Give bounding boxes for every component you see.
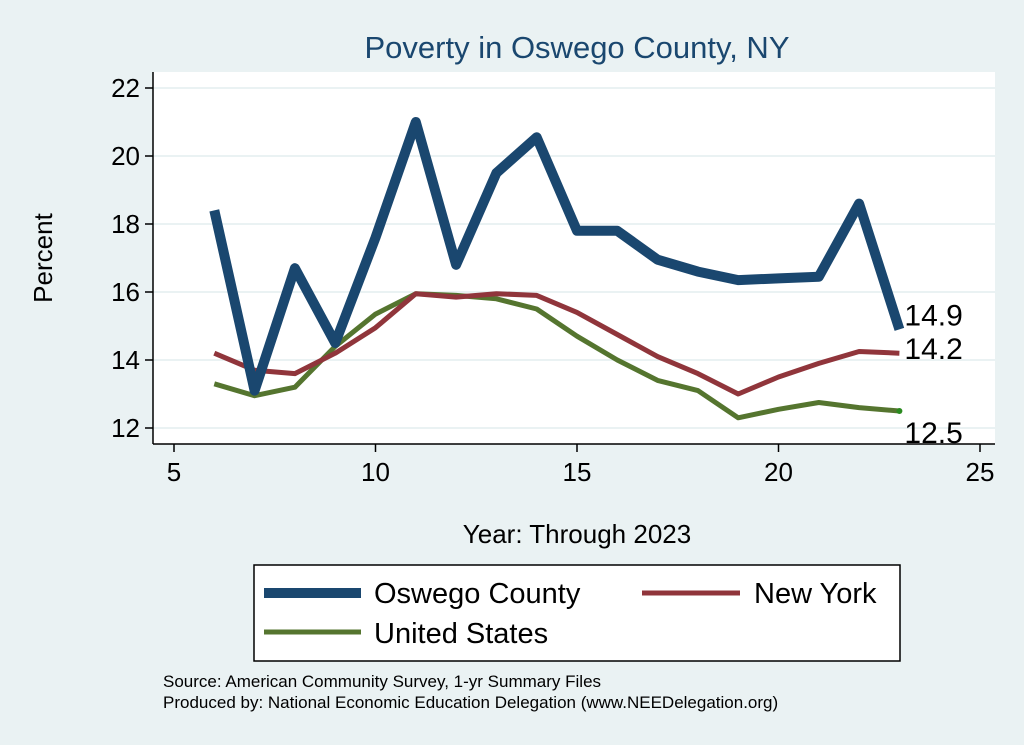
legend-label-oswego: Oswego County bbox=[374, 578, 581, 610]
y-tick-label-22: 22 bbox=[111, 73, 140, 103]
end-marker-united-states bbox=[896, 408, 903, 414]
end-labels: 14.914.2 12.5 bbox=[904, 299, 962, 450]
x-tick-label-5: 5 bbox=[167, 457, 181, 487]
x-axis-label: Year: Through 2023 bbox=[463, 519, 691, 549]
x-tick-label-20: 20 bbox=[764, 457, 793, 487]
x-ticks: 5 10 15 20 25 bbox=[167, 444, 995, 487]
y-tick-label-18: 18 bbox=[111, 209, 140, 239]
plot-area bbox=[153, 72, 995, 444]
y-tick-label-12: 12 bbox=[111, 413, 140, 443]
x-tick-label-15: 15 bbox=[563, 457, 592, 487]
y-ticks: 12 14 16 18 20 22 bbox=[111, 73, 153, 443]
source-note: Source: American Community Survey, 1-yr … bbox=[163, 672, 601, 691]
legend-label-united-states: United States bbox=[374, 618, 548, 650]
x-tick-label-10: 10 bbox=[361, 457, 390, 487]
legend: Oswego County New York United States bbox=[253, 564, 901, 662]
legend-label-new-york: New York bbox=[754, 578, 877, 610]
end-label-oswego-county: 14.9 bbox=[904, 299, 962, 332]
chart-title: Poverty in Oswego County, NY bbox=[365, 30, 790, 65]
y-axis-label: Percent bbox=[28, 212, 58, 302]
end-label-united-states: 12.5 bbox=[904, 417, 962, 450]
produced-by-note: Produced by: National Economic Education… bbox=[163, 693, 778, 712]
end-label-new-york: 14.2 bbox=[904, 333, 962, 366]
y-tick-label-20: 20 bbox=[111, 141, 140, 171]
series-line-new-york bbox=[213, 291, 900, 397]
y-tick-label-14: 14 bbox=[111, 345, 140, 375]
series-layer bbox=[209, 117, 905, 421]
x-tick-label-25: 25 bbox=[966, 457, 995, 487]
y-tick-label-16: 16 bbox=[111, 277, 140, 307]
legend-box bbox=[253, 564, 901, 662]
series-line-united-states bbox=[213, 291, 900, 421]
series-line-oswego-county bbox=[209, 117, 905, 396]
